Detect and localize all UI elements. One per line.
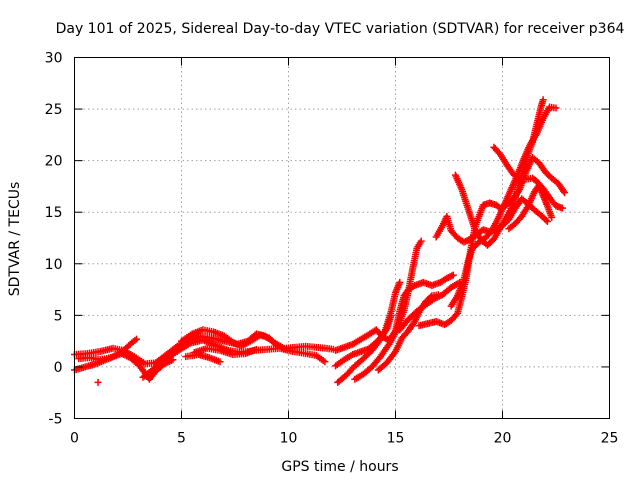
series-arc-18: [490, 143, 566, 212]
grid-lines: [74, 57, 610, 419]
data-point-marker: [169, 356, 177, 364]
data-point-marker: [216, 358, 224, 366]
y-tick-label: 15: [45, 205, 63, 221]
x-axis-label: GPS time / hours: [281, 459, 398, 475]
x-tick-label: 5: [177, 431, 186, 447]
series-arc-13: [396, 278, 464, 334]
data-marks: [71, 96, 569, 386]
data-point-marker: [94, 378, 102, 386]
x-tick-label: 25: [601, 431, 619, 447]
series-arc-10: [334, 278, 404, 386]
x-tick-label: 20: [494, 431, 512, 447]
data-point-marker: [552, 104, 560, 112]
series-arc-20: [94, 378, 102, 386]
data-point-marker: [321, 358, 329, 366]
data-point-marker: [548, 213, 556, 221]
y-tick-label: 20: [45, 154, 63, 170]
data-point-marker: [543, 217, 551, 225]
y-tick-label: -5: [49, 412, 63, 428]
data-point-marker: [561, 189, 569, 197]
series-arc-5: [178, 326, 280, 350]
data-point-marker: [272, 340, 280, 348]
data-point-marker: [539, 96, 547, 104]
data-point-marker: [542, 216, 550, 224]
data-point-marker: [270, 339, 278, 347]
x-tick-label: 10: [280, 431, 298, 447]
y-tick-label: 0: [54, 360, 63, 376]
axis-ticks: 0 5 10 15 20 25 -5 0 5 10 15 20 25 30: [45, 51, 619, 447]
series-arc-17: [451, 96, 547, 249]
data-point-marker: [133, 335, 141, 343]
data-point-marker: [449, 271, 457, 279]
y-axis-label: SDTVAR / TECUs: [7, 182, 23, 297]
data-point-marker: [252, 345, 260, 353]
plot-frame: [74, 57, 610, 419]
y-tick-label: 10: [45, 257, 63, 273]
data-point-marker: [417, 237, 425, 245]
y-tick-label: 5: [54, 308, 63, 324]
x-tick-label: 15: [387, 431, 405, 447]
data-point-marker: [558, 204, 566, 212]
data-point-marker: [559, 187, 567, 195]
x-tick-label: 0: [70, 431, 79, 447]
series-arc-19: [505, 181, 556, 233]
y-tick-label: 30: [45, 51, 63, 67]
data-point-marker: [396, 278, 404, 286]
series-arc-7: [182, 351, 224, 366]
data-point-marker: [452, 311, 460, 319]
y-tick-label: 25: [45, 102, 63, 118]
series-arc-11: [351, 237, 425, 383]
chart-title: Day 101 of 2025, Sidereal Day-to-day VTE…: [56, 21, 625, 37]
